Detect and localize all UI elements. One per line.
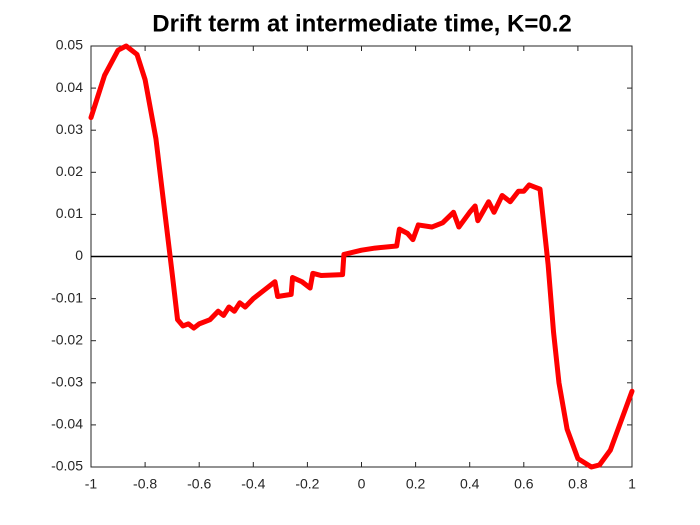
x-tick-label: 0.8 [568, 476, 588, 492]
x-tick-label: 1 [628, 476, 636, 492]
y-tick-label: 0.04 [56, 79, 83, 95]
x-tick-label: 0.4 [460, 476, 480, 492]
y-tick-label: 0.02 [56, 163, 83, 179]
x-tick-label: -0.8 [133, 476, 157, 492]
y-tick-label: -0.04 [51, 416, 83, 432]
x-tick-label: -1 [85, 476, 98, 492]
y-tick-label: 0.03 [56, 121, 83, 137]
y-tick-label: 0.05 [56, 37, 83, 53]
y-tick-label: -0.03 [51, 374, 83, 390]
x-tick-label: 0.6 [514, 476, 534, 492]
x-tick-label: 0 [358, 476, 366, 492]
x-tick-label: -0.6 [187, 476, 211, 492]
x-tick-label: 0.2 [406, 476, 426, 492]
y-tick-label: -0.01 [51, 289, 83, 305]
y-tick-label: -0.05 [51, 458, 83, 474]
chart-title: Drift term at intermediate time, K=0.2 [152, 10, 571, 37]
data-line [88, 43, 635, 470]
y-tick-label: -0.02 [51, 331, 83, 347]
x-tick-label: -0.2 [295, 476, 319, 492]
y-tick-label: 0 [75, 247, 83, 263]
x-tick-label: -0.4 [241, 476, 265, 492]
y-tick-label: 0.01 [56, 205, 83, 221]
